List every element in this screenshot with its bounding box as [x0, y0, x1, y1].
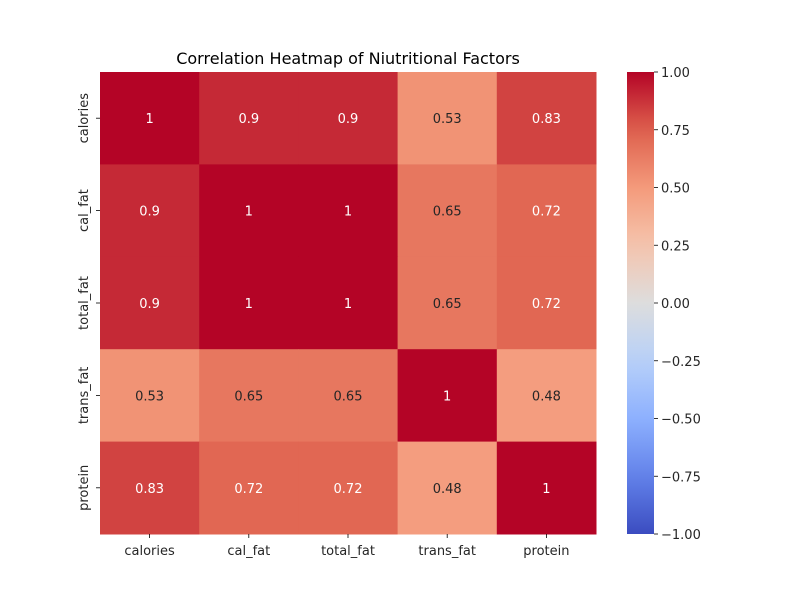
heatmap-cell-total_fat-trans_fat — [397, 256, 498, 350]
heatmap-cell-protein-cal_fat — [199, 441, 299, 535]
cell-value-label: 0.9 — [139, 297, 160, 312]
cell-value-label: 1 — [542, 482, 550, 497]
cell-value-label: 0.9 — [338, 112, 359, 127]
y-tick-label: protein — [77, 465, 92, 511]
heatmap-cell-trans_fat-calories — [100, 349, 200, 443]
heatmap-cell-protein-protein — [496, 441, 597, 535]
heatmap-cell-calories-cal_fat — [199, 72, 299, 165]
cell-value-label: 0.65 — [234, 389, 263, 404]
chart-title: Correlation Heatmap of Niutritional Fact… — [176, 49, 520, 68]
colorbar-tick-label: 0.75 — [661, 124, 690, 139]
colorbar-tick-label: 0.50 — [661, 182, 690, 197]
cell-value-label: 1 — [245, 297, 253, 312]
heatmap-cell-calories-total_fat — [298, 72, 399, 165]
cell-value-label: 0.72 — [532, 297, 561, 312]
colorbar-tick-label: 0.25 — [661, 239, 690, 254]
colorbar-tick-label: 0.00 — [661, 297, 690, 312]
heatmap-cell-total_fat-total_fat — [298, 256, 399, 350]
heatmap-cell-cal_fat-protein — [496, 164, 597, 258]
cell-value-label: 0.65 — [334, 389, 363, 404]
heatmap-cell-total_fat-protein — [496, 256, 597, 350]
cell-value-label: 0.83 — [135, 482, 164, 497]
heatmap-cell-calories-protein — [496, 72, 597, 165]
cell-value-label: 0.83 — [532, 112, 561, 127]
heatmap-cell-protein-total_fat — [298, 441, 399, 535]
heatmap-cell-cal_fat-cal_fat — [199, 164, 299, 258]
cell-value-label: 0.65 — [433, 205, 462, 220]
heatmap-cell-trans_fat-protein — [496, 349, 597, 443]
heatmap-cell-trans_fat-trans_fat — [397, 349, 498, 443]
x-tick-label: total_fat — [321, 544, 375, 559]
x-tick-label: trans_fat — [418, 544, 476, 559]
cell-value-label: 1 — [245, 205, 253, 220]
cell-value-label: 0.48 — [433, 482, 462, 497]
cell-value-label: 0.65 — [433, 297, 462, 312]
heatmap-cell-protein-trans_fat — [397, 441, 498, 535]
cell-value-label: 1 — [344, 205, 352, 220]
colorbar-tick-label: −1.00 — [661, 528, 701, 543]
x-tick-label: cal_fat — [227, 544, 270, 559]
x-tick-label: calories — [124, 544, 175, 559]
colorbar-gradient — [627, 72, 654, 534]
cell-value-label: 0.53 — [433, 112, 462, 127]
cell-value-label: 0.72 — [532, 205, 561, 220]
heatmap-cells: 1 0.9 0.9 0.53 0.83 0.9 1 1 0.65 0.72 0.9 1 1 0.65 0.7… — [100, 72, 597, 535]
cell-value-label: 0.72 — [234, 482, 263, 497]
cell-value-label: 0.72 — [334, 482, 363, 497]
x-axis: calories cal_fat total_fat trans_fat protein — [124, 534, 570, 559]
cell-value-label: 1 — [443, 389, 451, 404]
colorbar-tick-label: −0.25 — [661, 355, 701, 370]
cell-value-label: 0.9 — [238, 112, 259, 127]
cell-value-label: 0.48 — [532, 389, 561, 404]
heatmap-cell-cal_fat-total_fat — [298, 164, 399, 258]
colorbar-tick-label: −0.75 — [661, 470, 701, 485]
x-tick-label: protein — [523, 544, 569, 559]
heatmap-cell-calories-calories — [100, 72, 200, 165]
heatmap-cell-cal_fat-calories — [100, 164, 200, 258]
heatmap-cell-protein-calories — [100, 441, 200, 535]
y-tick-label: calories — [77, 93, 92, 144]
colorbar: 1.00 0.75 0.50 0.25 0.00 −0.25 −0.50 −0.75 −1.00 — [627, 66, 701, 543]
cell-value-label: 0.9 — [139, 205, 160, 220]
heatmap-cell-total_fat-calories — [100, 256, 200, 350]
y-tick-label: cal_fat — [77, 189, 92, 232]
y-tick-label: total_fat — [77, 276, 92, 330]
heatmap-cell-trans_fat-total_fat — [298, 349, 399, 443]
cell-value-label: 1 — [344, 297, 352, 312]
cell-value-label: 1 — [145, 112, 153, 127]
colorbar-tick-label: 1.00 — [661, 66, 690, 81]
heatmap-cell-cal_fat-trans_fat — [397, 164, 498, 258]
heatmap-cell-total_fat-cal_fat — [199, 256, 299, 350]
y-tick-label: trans_fat — [77, 367, 92, 425]
cell-value-label: 0.53 — [135, 389, 164, 404]
heatmap-cell-trans_fat-cal_fat — [199, 349, 299, 443]
colorbar-tick-label: −0.50 — [661, 413, 701, 428]
heatmap-cell-calories-trans_fat — [397, 72, 498, 165]
